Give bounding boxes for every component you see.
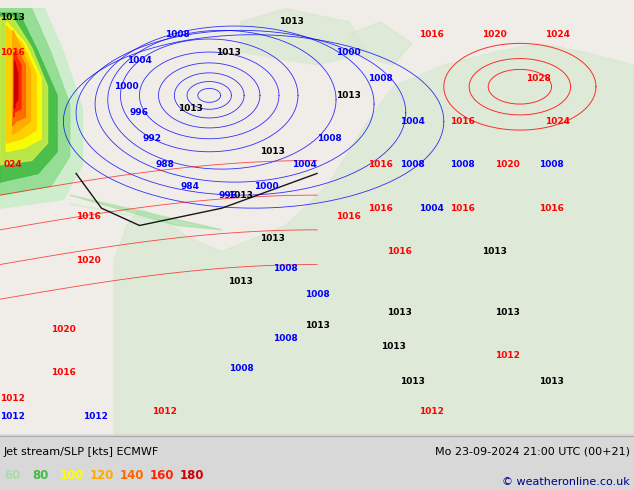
- Text: 1013: 1013: [0, 13, 25, 22]
- Text: 1012: 1012: [82, 412, 108, 421]
- Text: 1013: 1013: [380, 343, 406, 351]
- Text: 1020: 1020: [76, 256, 101, 265]
- Text: 1008: 1008: [165, 30, 190, 39]
- Text: 1013: 1013: [228, 277, 254, 286]
- Polygon shape: [0, 17, 48, 165]
- Text: 1016: 1016: [539, 204, 564, 213]
- Text: 1013: 1013: [304, 321, 330, 330]
- Polygon shape: [114, 44, 634, 434]
- Text: 1013: 1013: [228, 191, 254, 199]
- Polygon shape: [15, 61, 18, 108]
- Text: 1008: 1008: [539, 160, 564, 169]
- Text: 1008: 1008: [273, 265, 298, 273]
- Text: 1013: 1013: [216, 48, 241, 56]
- Polygon shape: [70, 204, 178, 225]
- Text: 140: 140: [120, 469, 145, 483]
- Text: 160: 160: [150, 469, 174, 483]
- Text: 1004: 1004: [399, 117, 425, 126]
- Text: 996: 996: [219, 191, 238, 199]
- Text: 1008: 1008: [273, 334, 298, 343]
- Text: 1013: 1013: [387, 308, 412, 317]
- Text: 1000: 1000: [254, 182, 278, 191]
- Text: 1016: 1016: [418, 30, 444, 39]
- Text: 1020: 1020: [495, 160, 520, 169]
- Text: 1013: 1013: [279, 17, 304, 26]
- Polygon shape: [6, 26, 36, 143]
- Text: 1024: 1024: [545, 30, 571, 39]
- Text: 1008: 1008: [228, 364, 254, 373]
- Text: 1013: 1013: [260, 234, 285, 243]
- Text: Jet stream/SLP [kts] ECMWF: Jet stream/SLP [kts] ECMWF: [4, 447, 159, 457]
- Text: 1016: 1016: [76, 212, 101, 221]
- Polygon shape: [241, 9, 368, 65]
- Text: 1008: 1008: [450, 160, 476, 169]
- Text: 180: 180: [180, 469, 205, 483]
- Text: 1008: 1008: [304, 291, 330, 299]
- Polygon shape: [70, 195, 222, 230]
- Text: 1013: 1013: [260, 147, 285, 156]
- Text: 024: 024: [3, 160, 22, 169]
- Text: 1012: 1012: [0, 394, 25, 403]
- Text: 1012: 1012: [495, 351, 520, 360]
- Text: 992: 992: [143, 134, 162, 143]
- Text: 1013: 1013: [539, 377, 564, 386]
- Text: 1020: 1020: [482, 30, 507, 39]
- Text: Mo 23-09-2024 21:00 UTC (00+21): Mo 23-09-2024 21:00 UTC (00+21): [435, 447, 630, 457]
- Text: 1020: 1020: [51, 325, 76, 334]
- Polygon shape: [0, 9, 70, 195]
- Polygon shape: [6, 22, 41, 152]
- Text: 1028: 1028: [526, 74, 552, 82]
- Text: 996: 996: [130, 108, 149, 117]
- Text: 1004: 1004: [292, 160, 317, 169]
- Text: 1008: 1008: [368, 74, 393, 82]
- Polygon shape: [13, 30, 30, 134]
- Text: © weatheronline.co.uk: © weatheronline.co.uk: [502, 477, 630, 487]
- Text: 60: 60: [4, 469, 20, 483]
- Text: 1004: 1004: [127, 56, 152, 65]
- Text: 1012: 1012: [152, 408, 178, 416]
- Text: 1013: 1013: [399, 377, 425, 386]
- Polygon shape: [349, 22, 412, 65]
- Text: 1008: 1008: [399, 160, 425, 169]
- Text: 1016: 1016: [450, 117, 476, 126]
- Text: 1024: 1024: [545, 117, 571, 126]
- Polygon shape: [13, 48, 25, 126]
- Text: 984: 984: [181, 182, 200, 191]
- Text: 1013: 1013: [495, 308, 520, 317]
- Text: 1013: 1013: [482, 247, 507, 256]
- Text: 1000: 1000: [337, 48, 361, 56]
- Text: 1000: 1000: [115, 82, 139, 91]
- Polygon shape: [14, 52, 21, 117]
- Text: 1016: 1016: [51, 368, 76, 377]
- Text: 1016: 1016: [387, 247, 412, 256]
- Text: 80: 80: [32, 469, 48, 483]
- Text: 1013: 1013: [178, 104, 203, 113]
- Text: 1016: 1016: [368, 204, 393, 213]
- Polygon shape: [0, 9, 82, 208]
- Text: 1013: 1013: [336, 91, 361, 100]
- Text: 1012: 1012: [418, 408, 444, 416]
- Text: 1016: 1016: [0, 48, 25, 56]
- Text: 1012: 1012: [0, 412, 25, 421]
- Text: 120: 120: [90, 469, 114, 483]
- Text: 1016: 1016: [450, 204, 476, 213]
- Text: 1016: 1016: [336, 212, 361, 221]
- Text: 1008: 1008: [317, 134, 342, 143]
- Text: 1016: 1016: [368, 160, 393, 169]
- Text: 1004: 1004: [418, 204, 444, 213]
- Text: 988: 988: [155, 160, 174, 169]
- Text: 100: 100: [60, 469, 84, 483]
- Polygon shape: [0, 13, 57, 182]
